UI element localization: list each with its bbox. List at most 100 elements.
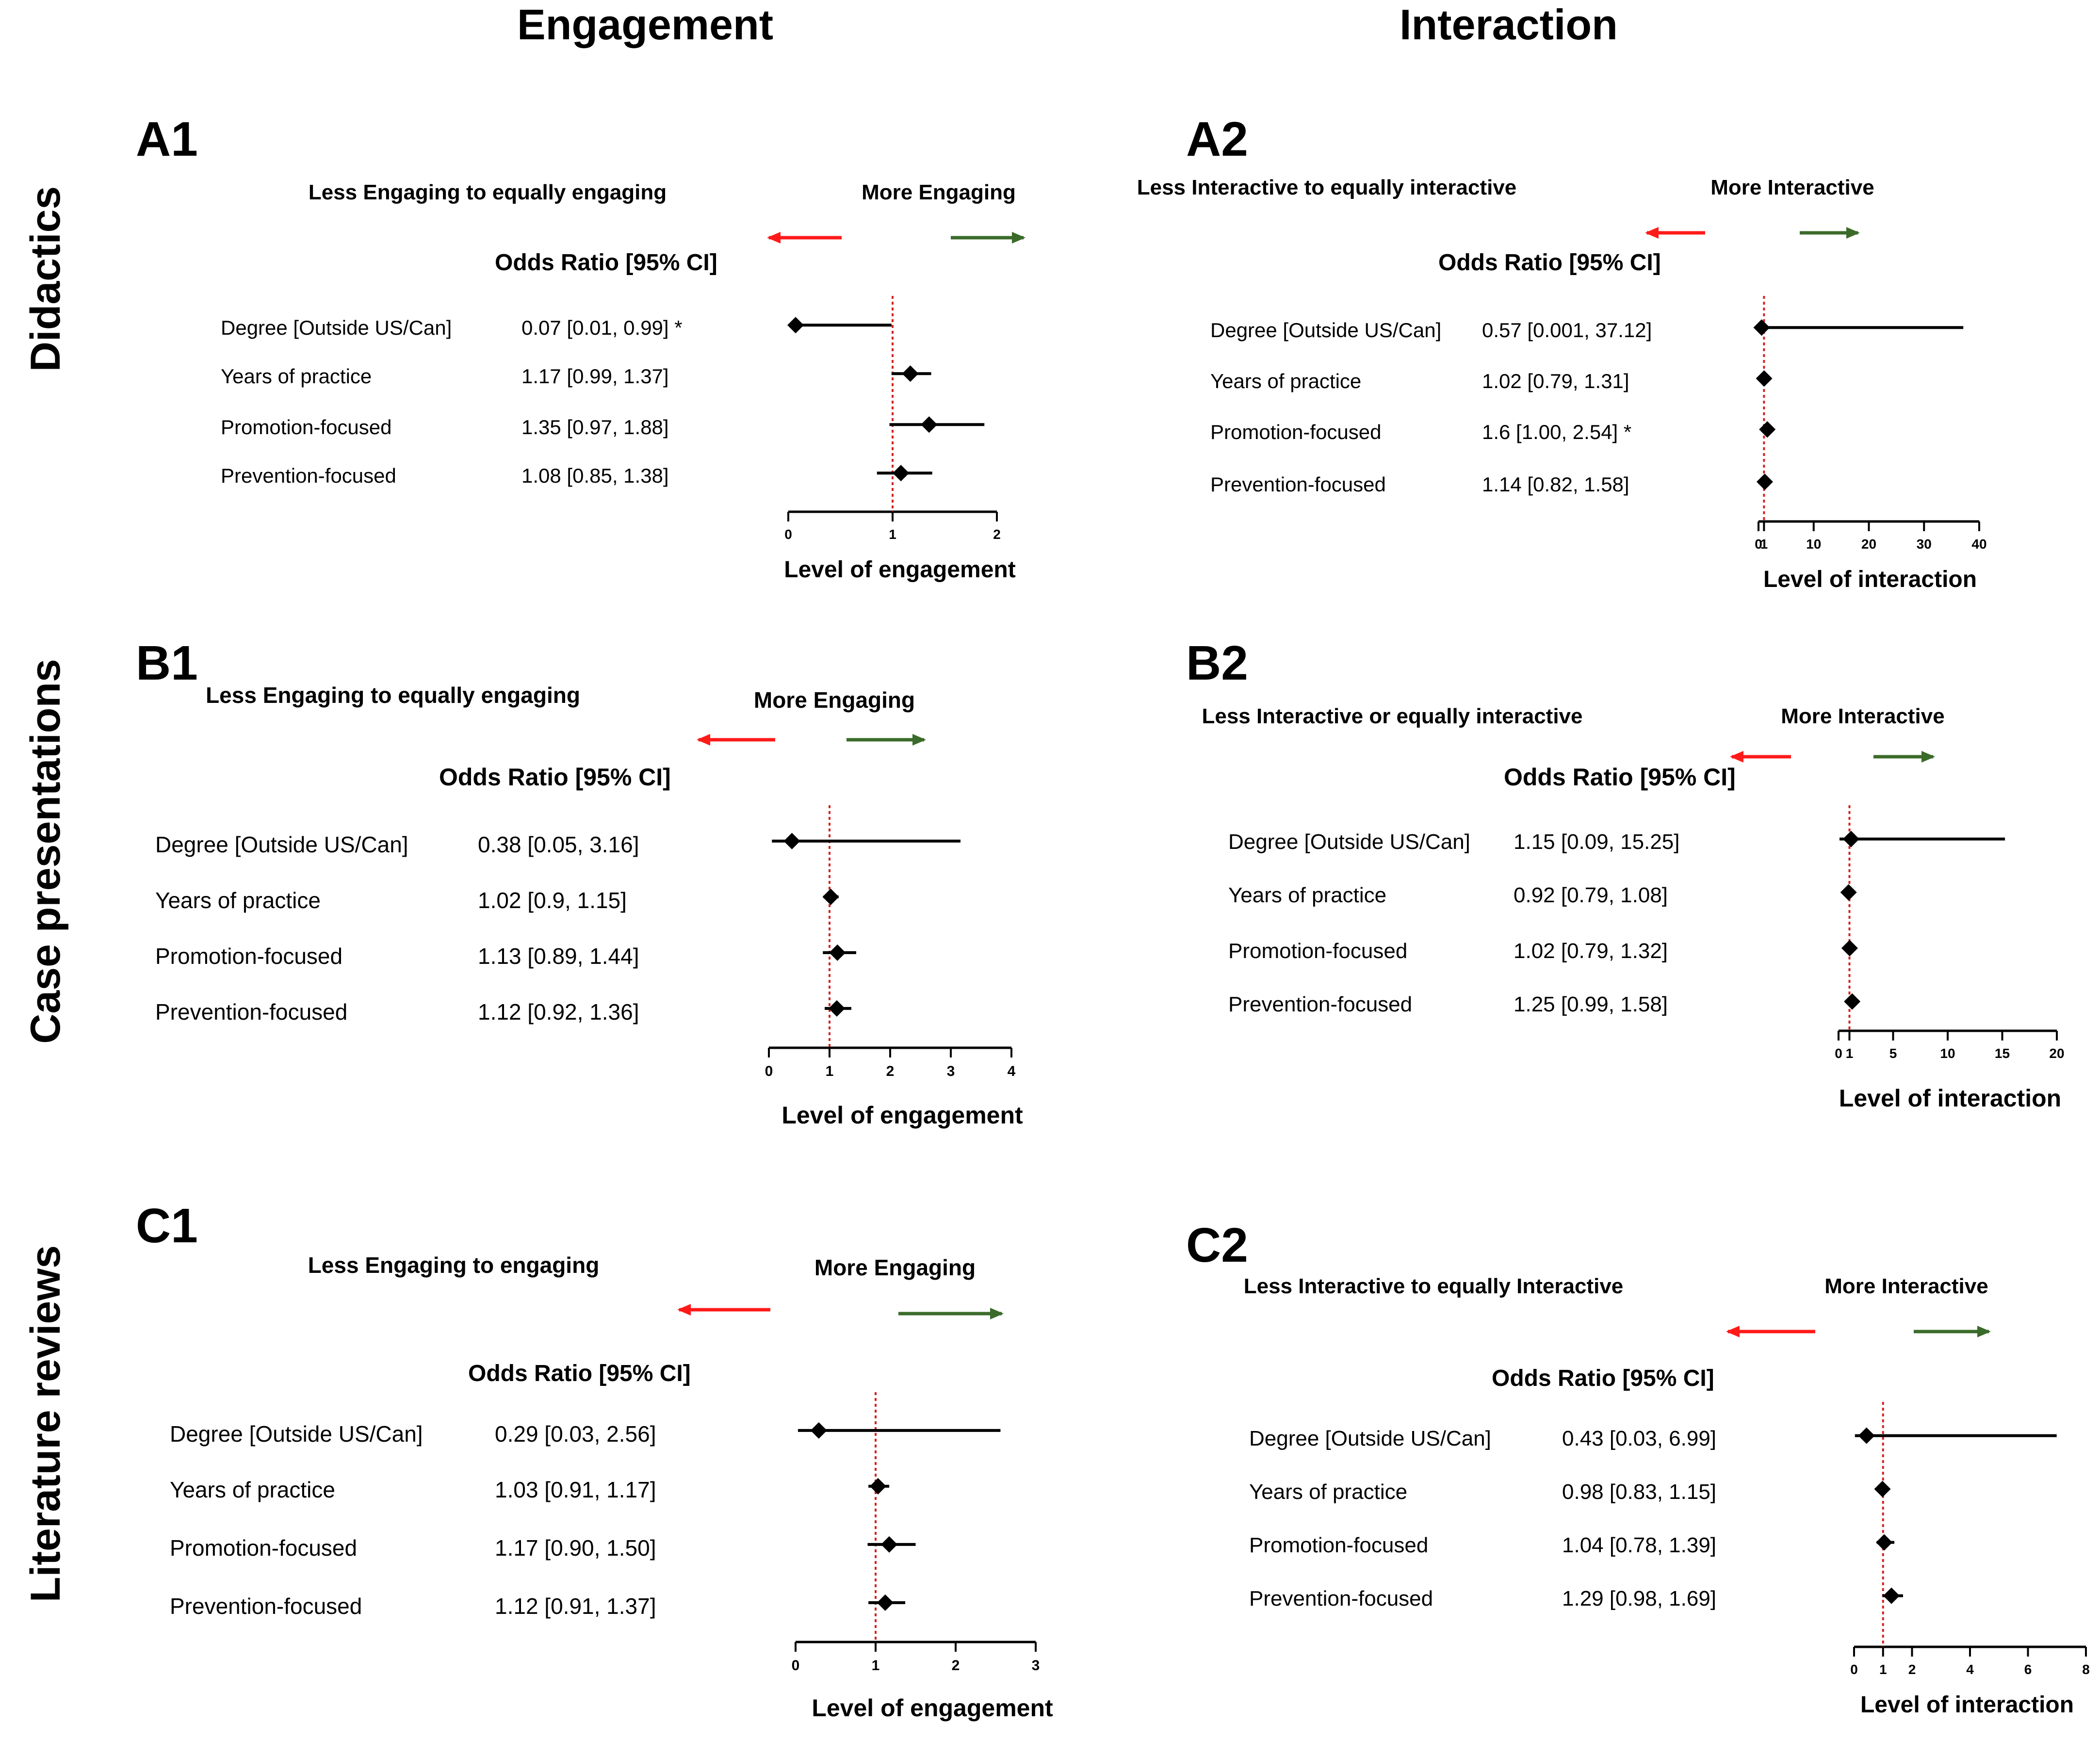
panel-b2-predictor-3: Prevention-focused	[1228, 992, 1413, 1016]
panel-b2-or-value-2: 1.02 [0.79, 1.32]	[1514, 939, 1668, 963]
panel-a2-tick-label-0: 0	[1755, 537, 1762, 552]
panel-c1-point-3	[877, 1594, 894, 1611]
panel-c1-xlabel: Level of engagement	[812, 1694, 1053, 1722]
panel-c2-tick-label-3: 4	[1966, 1662, 1974, 1677]
column-header-engagement: Engagement	[517, 0, 774, 49]
panel-c2-or-value-2: 1.04 [0.78, 1.39]	[1562, 1533, 1717, 1557]
panel-c1-or-header: Odds Ratio [95% CI]	[468, 1361, 691, 1386]
panel-b1-predictor-3: Prevention-focused	[155, 999, 348, 1025]
panel-c1-point-1	[869, 1478, 886, 1495]
panel-c2-tick-label-4: 6	[2024, 1662, 2032, 1677]
panel-label-b2: B2	[1186, 636, 1248, 690]
panel-a1-or-value-2: 1.35 [0.97, 1.88]	[521, 416, 669, 439]
panel-c1-predictor-0: Degree [Outside US/Can]	[170, 1421, 423, 1447]
panel-c2-or-value-1: 0.98 [0.83, 1.15]	[1562, 1480, 1717, 1504]
panel-a2-xlabel: Level of interaction	[1763, 566, 1977, 592]
panel-a2-less-header: Less Interactive to equally interactive	[1137, 176, 1517, 199]
panel-a2-tick-label-4: 30	[1917, 537, 1932, 552]
panel-a2-or-header: Odds Ratio [95% CI]	[1438, 250, 1661, 276]
panel-c2-tick-label-2: 2	[1908, 1662, 1916, 1677]
panel-b1-tick-label-4: 4	[1008, 1063, 1016, 1079]
panel-b2-tick-label-3: 10	[1940, 1046, 1955, 1061]
panel-b1-point-3	[829, 1000, 845, 1017]
panel-b2-or-value-0: 1.15 [0.09, 15.25]	[1514, 829, 1680, 854]
panel-a1-predictor-0: Degree [Outside US/Can]	[221, 316, 452, 340]
panel-c2-or-header: Odds Ratio [95% CI]	[1492, 1366, 1714, 1391]
panel-a2-predictor-0: Degree [Outside US/Can]	[1210, 319, 1442, 342]
panel-a2-tick-label-1: 1	[1760, 537, 1768, 552]
panel-c1-point-2	[881, 1536, 898, 1553]
panel-b2-tick-label-4: 15	[1995, 1046, 2010, 1061]
panel-a1-or-value-0: 0.07 [0.01, 0.99] *	[521, 316, 683, 340]
panel-c2-predictor-3: Prevention-focused	[1249, 1586, 1433, 1610]
panel-a2-or-value-3: 1.14 [0.82, 1.58]	[1482, 473, 1629, 496]
panel-c2-point-1	[1874, 1480, 1891, 1497]
panel-a1-xlabel: Level of engagement	[784, 556, 1016, 583]
panel-label-a1: A1	[136, 112, 198, 166]
panel-b1-point-1	[822, 888, 839, 905]
panel-b2-point-0	[1842, 830, 1859, 847]
panel-c2-point-2	[1876, 1534, 1893, 1551]
panel-c1-tick-label-3: 3	[1032, 1658, 1040, 1674]
panel-label-c2: C2	[1186, 1218, 1248, 1272]
panel-c1-tick-label-2: 2	[952, 1658, 960, 1674]
panel-b2-predictor-2: Promotion-focused	[1228, 939, 1408, 963]
panel-a1-tick-label-1: 1	[889, 527, 896, 542]
panel-b2-xlabel: Level of interaction	[1839, 1085, 2062, 1112]
panel-b2-point-3	[1844, 993, 1861, 1010]
panel-a1-predictor-1: Years of practice	[221, 365, 372, 388]
panel-a2-point-1	[1756, 370, 1773, 387]
panel-c2-predictor-2: Promotion-focused	[1249, 1533, 1429, 1557]
panel-b2-point-2	[1841, 940, 1858, 957]
panel-b1-predictor-0: Degree [Outside US/Can]	[155, 832, 408, 858]
panel-b1-tick-label-0: 0	[765, 1063, 773, 1079]
panel-c2-point-0	[1858, 1427, 1875, 1444]
panel-b2-more-header: More Interactive	[1781, 704, 1945, 728]
panel-a1-predictor-2: Promotion-focused	[221, 416, 392, 439]
panel-a2-predictor-1: Years of practice	[1210, 370, 1362, 393]
panel-a1-point-3	[893, 465, 910, 482]
panel-a1-less-header: Less Engaging to equally engaging	[308, 180, 667, 204]
panel-a2-predictor-2: Promotion-focused	[1210, 421, 1382, 444]
panel-c2-tick-label-0: 0	[1850, 1662, 1858, 1677]
panel-c1-less-header: Less Engaging to engaging	[308, 1252, 600, 1278]
panel-a1-tick-label-2: 2	[993, 527, 1001, 542]
panel-c1-more-header: More Engaging	[814, 1254, 976, 1280]
panel-label-b1: B1	[136, 636, 198, 690]
panel-c2-or-value-0: 0.43 [0.03, 6.99]	[1562, 1426, 1717, 1450]
panel-c2-predictor-1: Years of practice	[1249, 1480, 1408, 1504]
panel-c1-or-value-0: 0.29 [0.03, 2.56]	[495, 1421, 656, 1447]
panel-b1-predictor-2: Promotion-focused	[155, 943, 343, 969]
panel-c2-less-header: Less Interactive to equally Interactive	[1243, 1274, 1624, 1298]
panel-a2-point-0	[1753, 319, 1770, 336]
panel-b1-xlabel: Level of engagement	[781, 1102, 1023, 1129]
panel-b1-predictor-1: Years of practice	[155, 888, 321, 913]
panel-a2-tick-label-5: 40	[1971, 537, 1986, 552]
panel-a1-point-0	[787, 317, 804, 334]
panel-c1-predictor-3: Prevention-focused	[170, 1594, 362, 1619]
panel-c1-or-value-3: 1.12 [0.91, 1.37]	[495, 1594, 656, 1619]
panel-b1-or-value-1: 1.02 [0.9, 1.15]	[478, 888, 627, 913]
panel-a2-or-value-2: 1.6 [1.00, 2.54] *	[1482, 421, 1632, 444]
panel-c2-or-value-3: 1.29 [0.98, 1.69]	[1562, 1586, 1717, 1610]
panel-b1-point-2	[829, 944, 846, 961]
panel-b2-predictor-0: Degree [Outside US/Can]	[1228, 829, 1470, 854]
panel-b2-tick-label-0: 0	[1835, 1046, 1842, 1061]
panel-a1-point-2	[921, 416, 938, 433]
panel-b1-more-header: More Engaging	[753, 687, 915, 713]
panel-a2-point-2	[1759, 421, 1776, 438]
panel-b2-or-value-3: 1.25 [0.99, 1.58]	[1514, 992, 1668, 1016]
panel-a2-tick-label-3: 20	[1861, 537, 1876, 552]
panel-b1-less-header: Less Engaging to equally engaging	[206, 682, 580, 708]
panel-b2-or-header: Odds Ratio [95% CI]	[1504, 763, 1736, 791]
panel-b1-tick-label-3: 3	[947, 1063, 955, 1079]
panel-b2-or-value-1: 0.92 [0.79, 1.08]	[1514, 883, 1668, 907]
panel-c1-tick-label-0: 0	[792, 1658, 800, 1674]
panel-b2-predictor-1: Years of practice	[1228, 883, 1387, 907]
panel-a2-or-value-1: 1.02 [0.79, 1.31]	[1482, 370, 1629, 393]
